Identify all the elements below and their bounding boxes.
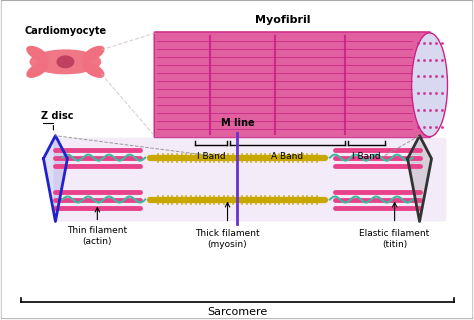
Text: Cardiomyocyte: Cardiomyocyte (24, 26, 107, 36)
Text: I Band: I Band (352, 152, 381, 161)
Text: M line: M line (221, 118, 255, 128)
FancyBboxPatch shape (154, 32, 430, 138)
Text: Z disc: Z disc (41, 111, 74, 121)
Ellipse shape (29, 49, 101, 74)
Text: Sarcomere: Sarcomere (207, 307, 268, 317)
Text: Thick filament
(myosin): Thick filament (myosin) (195, 229, 260, 249)
Text: Thin filament
(actin): Thin filament (actin) (67, 227, 128, 246)
FancyBboxPatch shape (54, 138, 447, 221)
Text: Myofibril: Myofibril (255, 15, 310, 25)
Ellipse shape (82, 46, 105, 62)
Polygon shape (408, 136, 431, 221)
Ellipse shape (26, 46, 49, 62)
Text: A Band: A Band (271, 152, 303, 161)
Ellipse shape (82, 62, 105, 78)
Ellipse shape (26, 62, 49, 78)
Text: Elastic filament
(titin): Elastic filament (titin) (359, 229, 430, 249)
Polygon shape (44, 136, 67, 221)
Ellipse shape (56, 55, 74, 68)
Ellipse shape (411, 33, 447, 137)
Text: I Band: I Band (197, 152, 225, 161)
